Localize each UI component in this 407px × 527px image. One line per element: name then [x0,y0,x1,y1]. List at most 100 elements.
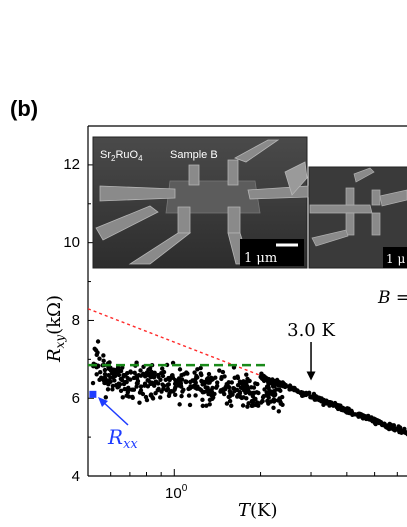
data-point [256,390,261,396]
data-point [152,383,157,388]
data-point [193,393,198,398]
data-point [126,385,131,391]
x-axis-unit: (K) [250,500,278,521]
data-point [243,390,248,396]
data-point [296,389,301,395]
data-point [153,379,158,385]
data-point [220,369,226,375]
data-point [172,387,177,392]
data-point [266,385,271,390]
data-point [402,426,407,432]
data-point [156,374,161,379]
sem-inset-main: Sr2RuO4 Sample B 1 μm [92,136,309,269]
data-point [110,387,115,392]
data-point [164,387,169,393]
data-point [219,376,224,382]
data-point [276,409,282,414]
data-point [208,376,213,381]
data-point [286,384,292,390]
data-point [344,406,349,411]
data-point [124,393,129,398]
inset-material-pre: Sr [100,149,111,161]
data-point [140,391,146,397]
data-point [244,372,249,377]
data-point [205,385,210,390]
data-point [107,360,112,365]
data-point [218,388,224,393]
data-point [280,380,285,385]
data-point [339,407,344,412]
data-point [199,388,204,393]
data-point [227,398,233,404]
data-point [214,383,220,389]
data-point [260,399,265,404]
data-point [110,375,116,380]
data-point [179,393,184,399]
data-point [237,391,243,396]
data-point [241,395,246,400]
x-ticks [110,469,398,476]
data-point [334,403,339,409]
data-point [160,382,165,387]
data-point [240,403,246,408]
data-point [169,373,175,378]
data-point [249,403,255,409]
data-point [101,353,106,358]
data-point [249,398,255,404]
data-point [237,380,243,386]
data-point [247,391,253,396]
x-axis-label: T(K) [238,500,278,521]
data-point [125,390,131,395]
data-point [201,379,206,384]
data-point [309,395,314,400]
data-point [194,375,199,380]
data-point [120,365,125,370]
data-point [138,384,144,389]
data-point [200,403,205,409]
data-point [116,381,121,386]
data-point [350,412,355,417]
data-point [281,384,286,389]
data-point [253,396,258,402]
data-point [198,371,204,376]
data-point [246,401,251,406]
data-point [245,404,250,409]
data-point [110,383,116,389]
data-point [97,377,102,383]
inset-sample-label: Sample B [170,149,218,161]
data-point [206,391,211,397]
data-point [227,388,233,394]
annotation-3k-arrow-head [306,371,316,381]
data-point [204,403,209,408]
data-point [368,417,373,422]
data-point [102,371,108,377]
data-point [191,378,196,384]
data-points [90,339,407,437]
data-point [134,360,139,365]
data-point [137,400,142,405]
data-point [386,423,392,429]
data-point [228,392,234,397]
rxx-label: Rxx [107,425,138,452]
data-point [134,381,140,386]
data-point [138,368,143,373]
data-point [206,371,212,377]
data-point [265,379,271,384]
data-point [271,405,276,410]
data-point [156,386,161,392]
data-point [144,372,150,378]
data-point [134,384,139,389]
data-point [204,376,210,382]
data-point [108,367,114,372]
data-point [363,416,369,422]
inset-scalebar-label: 1 μm [244,251,277,266]
data-point [261,374,267,379]
y-tick-label-10: 10 [63,234,80,251]
y-axis-sub: xy [53,335,67,349]
data-point [238,385,244,390]
data-point [136,373,141,378]
x-tick-label: 100 [165,483,188,502]
data-point [128,377,133,382]
data-point [102,367,108,373]
